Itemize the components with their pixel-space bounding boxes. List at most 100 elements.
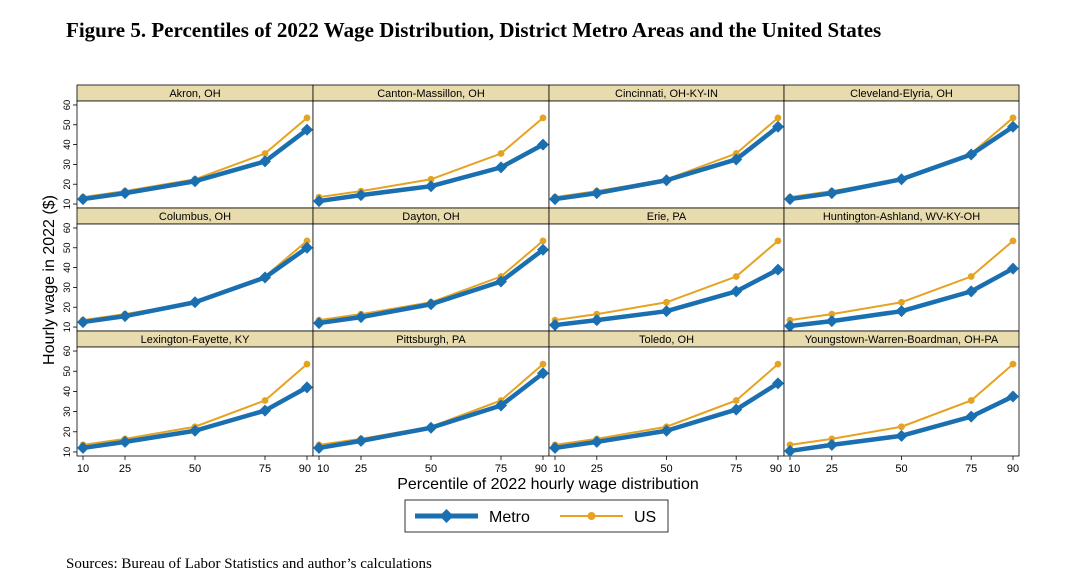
metro-point xyxy=(965,410,978,423)
panel-frame xyxy=(76,223,314,332)
y-tick-label: 40 xyxy=(62,386,73,397)
legend-metro-marker xyxy=(439,509,454,523)
x-tick-label: 10 xyxy=(77,463,89,475)
us-point xyxy=(774,114,782,122)
metro-point xyxy=(784,193,796,206)
metro-point xyxy=(895,429,908,442)
x-tick-label: 25 xyxy=(591,463,603,475)
x-tick-label: 90 xyxy=(770,463,782,475)
metro-point xyxy=(189,175,201,188)
x-axis-title: Percentile of 2022 hourly wage distribut… xyxy=(397,476,699,493)
metro-point xyxy=(537,367,549,380)
panel-frame xyxy=(548,346,785,457)
metro-point xyxy=(772,263,784,276)
metro-point xyxy=(895,173,908,186)
x-tick-label: 10 xyxy=(317,463,329,475)
metro-point xyxy=(355,189,367,202)
panel-title: Pittsburgh, PA xyxy=(396,334,466,346)
us-point xyxy=(427,175,435,183)
panel-title: Lexington-Fayette, KY xyxy=(141,334,251,346)
metro-point xyxy=(549,193,561,206)
panel: Lexington-Fayette, KY 10 20 30 40 50 60 10 25 50 7… xyxy=(62,330,314,475)
metro-point xyxy=(259,404,271,417)
metro-point xyxy=(730,285,743,298)
us-point xyxy=(774,360,782,368)
panel-title: Akron, OH xyxy=(169,88,220,100)
metro-point xyxy=(301,123,313,136)
x-tick-label: 90 xyxy=(1007,463,1019,475)
x-tick-label: 50 xyxy=(660,463,672,475)
metro-point xyxy=(259,155,271,168)
metro-point xyxy=(895,305,908,318)
panel-title: Erie, PA xyxy=(647,211,687,223)
y-tick-label: 60 xyxy=(62,346,73,357)
metro-point xyxy=(77,193,89,206)
us-point xyxy=(539,360,547,368)
y-tick-label: 40 xyxy=(62,139,73,150)
metro-point xyxy=(825,438,838,451)
metro-point xyxy=(590,314,603,327)
y-tick-label: 30 xyxy=(62,406,73,417)
y-tick-label: 50 xyxy=(62,366,73,377)
metro-point xyxy=(772,120,784,133)
panel-frame xyxy=(76,346,314,457)
metro-point xyxy=(313,317,325,330)
panel-title: Huntington-Ashland, WV-KY-OH xyxy=(823,211,980,223)
metro-point xyxy=(660,424,673,437)
metro-point xyxy=(313,441,325,454)
us-point xyxy=(539,237,547,245)
panel: Toledo, OH 10 25 50 75 90 xyxy=(548,330,785,475)
metro-point xyxy=(301,241,313,254)
x-tick-label: 50 xyxy=(895,463,907,475)
metro-point xyxy=(965,285,978,298)
panel: Columbus, OH 10 20 30 40 50 60 xyxy=(62,207,314,332)
x-tick-label: 90 xyxy=(299,463,311,475)
metro-point xyxy=(313,195,325,208)
us-point xyxy=(303,360,311,368)
legend-metro-label: Metro xyxy=(489,509,530,526)
y-tick-label: 50 xyxy=(62,242,73,253)
y-tick-label: 30 xyxy=(62,282,73,293)
x-tick-label: 75 xyxy=(259,463,271,475)
us-point xyxy=(898,298,905,306)
metro-point xyxy=(1007,390,1019,403)
panel: Cincinnati, OH-KY-IN xyxy=(548,84,785,209)
us-point xyxy=(1009,360,1017,368)
panel: Youngstown-Warren-Boardman, OH-PA 10 25 50 7… xyxy=(783,330,1020,475)
metro-point xyxy=(965,148,978,161)
metro-point xyxy=(730,403,743,416)
metro-point xyxy=(425,298,437,311)
x-tick-label: 25 xyxy=(119,463,131,475)
us-point xyxy=(967,397,975,404)
metro-point xyxy=(495,275,507,288)
panel: Canton-Massillon, OH xyxy=(312,84,550,209)
panel-title: Canton-Massillon, OH xyxy=(377,88,485,100)
x-tick-label: 50 xyxy=(189,463,201,475)
us-point xyxy=(732,273,740,280)
y-axis-title: Hourly wage in 2022 ($) xyxy=(41,195,58,365)
panel: Erie, PA xyxy=(548,207,785,332)
y-tick-label: 60 xyxy=(62,223,73,234)
metro-point xyxy=(77,441,89,454)
y-tick-label: 30 xyxy=(62,159,73,170)
us-point xyxy=(967,273,975,280)
us-point xyxy=(303,237,311,245)
x-tick-label: 75 xyxy=(730,463,742,475)
legend: Metro US xyxy=(404,499,669,533)
metro-point xyxy=(77,316,89,329)
x-tick-label: 50 xyxy=(425,463,437,475)
metro-point xyxy=(730,153,743,166)
x-tick-label: 10 xyxy=(553,463,565,475)
metro-point xyxy=(119,435,131,448)
us-point xyxy=(774,237,782,245)
us-point xyxy=(1009,237,1017,245)
figure-title: Figure 5. Percentiles of 2022 Wage Distr… xyxy=(66,18,882,42)
metro-point xyxy=(537,243,549,256)
y-tick-label: 20 xyxy=(62,179,73,190)
us-point xyxy=(261,150,269,157)
metro-point xyxy=(355,311,367,324)
metro-point xyxy=(259,271,271,284)
panel: Huntington-Ashland, WV-KY-OH xyxy=(783,207,1020,333)
panel-title: Cincinnati, OH-KY-IN xyxy=(615,88,718,100)
